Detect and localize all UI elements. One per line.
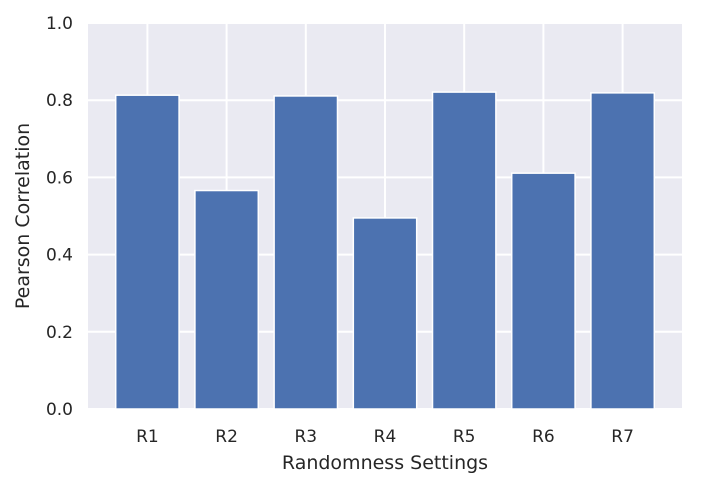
x-tick-label: R2 bbox=[215, 427, 238, 447]
bars bbox=[114, 91, 656, 410]
bar-r3 bbox=[273, 95, 339, 410]
bar-r4 bbox=[352, 217, 418, 410]
bar-r5 bbox=[431, 91, 497, 410]
y-axis-label: Pearson Correlation bbox=[12, 123, 34, 309]
y-tick-label: 0.6 bbox=[46, 168, 73, 188]
bar-r7 bbox=[590, 92, 656, 410]
x-tick-label: R3 bbox=[294, 427, 317, 447]
x-axis-ticks: R1 R2 R3 R4 R5 R6 R7 bbox=[136, 427, 634, 447]
bar-r2 bbox=[194, 189, 260, 410]
x-tick-label: R6 bbox=[532, 427, 555, 447]
y-axis-ticks: 0.0 0.2 0.4 0.6 0.8 1.0 bbox=[46, 14, 73, 420]
x-tick-label: R5 bbox=[453, 427, 476, 447]
y-tick-label: 0.2 bbox=[46, 323, 73, 343]
x-tick-label: R7 bbox=[611, 427, 634, 447]
y-tick-label: 0.8 bbox=[46, 91, 73, 111]
bar-r1 bbox=[114, 94, 180, 410]
x-axis-label: Randomness Settings bbox=[282, 452, 488, 474]
y-tick-label: 1.0 bbox=[46, 14, 73, 34]
y-tick-label: 0.0 bbox=[46, 400, 73, 420]
x-tick-label: R1 bbox=[136, 427, 159, 447]
bar-r6 bbox=[510, 172, 576, 410]
y-tick-label: 0.4 bbox=[46, 246, 73, 266]
x-tick-label: R4 bbox=[374, 427, 397, 447]
